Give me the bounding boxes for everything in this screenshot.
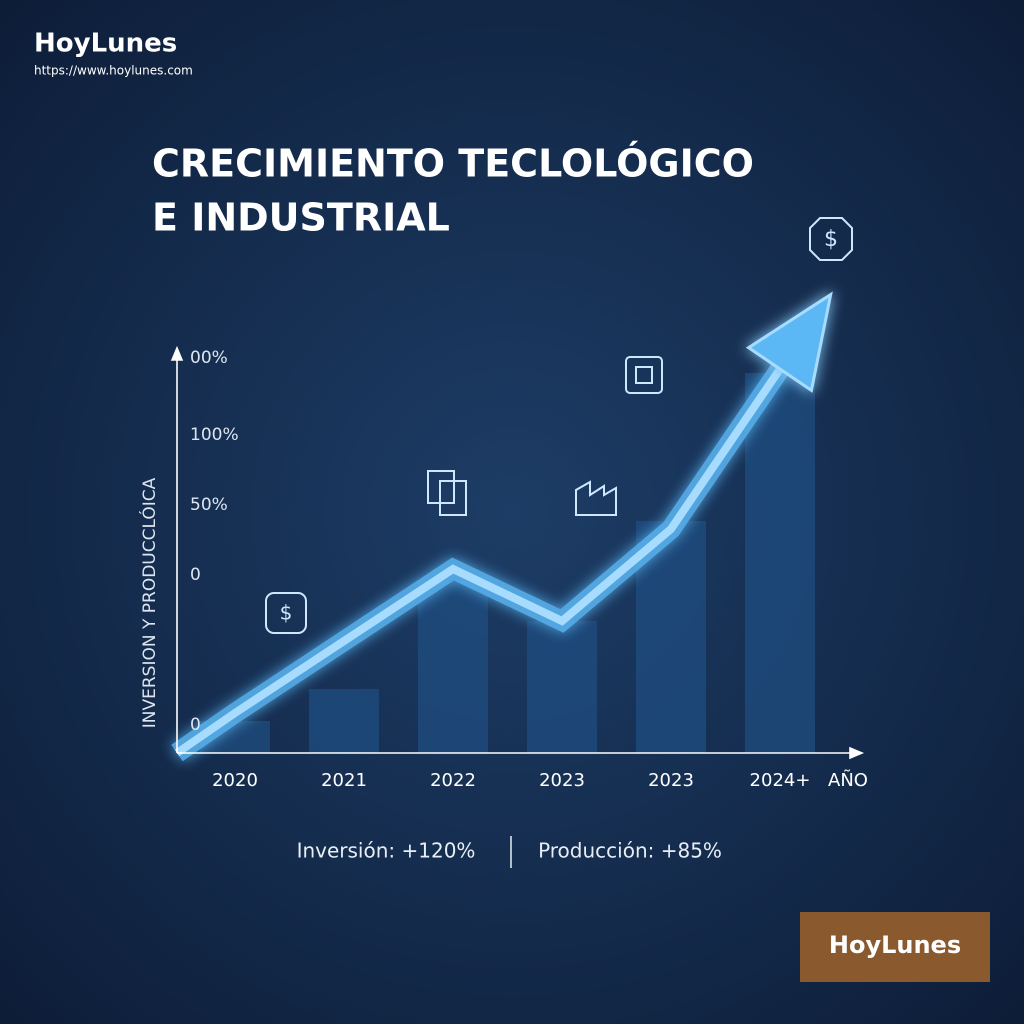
bar [309, 689, 379, 753]
svg-text:$: $ [824, 227, 838, 252]
y-label: 0 [190, 715, 201, 735]
trend-arrow [174, 366, 784, 757]
axes [170, 345, 865, 760]
bar [418, 581, 488, 753]
y-label: 50% [190, 495, 228, 515]
title-line: E INDUSTRIAL [152, 196, 450, 240]
svg-text:$: $ [280, 601, 293, 625]
x-tick-label: 2022 [430, 770, 476, 791]
y-label: 0 [190, 565, 201, 585]
x-tick-label: 2024+ [750, 770, 811, 791]
icon-chip [625, 356, 663, 394]
x-tick-label: 2023 [648, 770, 694, 791]
x-tick-label: 2023 [539, 770, 585, 791]
icon-money [809, 217, 853, 261]
plot [171, 291, 833, 762]
brand-url: https://www.hoylunes.com [34, 64, 193, 78]
icon-chip [635, 366, 653, 384]
summary-item: Producción: +85% [538, 839, 722, 863]
summary-item: Inversión: +120% [297, 839, 476, 863]
y-label: 100% [190, 425, 239, 445]
badge-text: HoyLunes [829, 931, 961, 959]
y-label: 00% [190, 348, 228, 368]
arrow-head [745, 291, 833, 393]
x-tick-label: 2021 [321, 770, 367, 791]
badge: HoyLunes [800, 912, 990, 982]
bar [527, 621, 597, 753]
x-tick-label: 2020 [212, 770, 258, 791]
icons: $ $ [265, 217, 853, 634]
x-axis-title: AÑO [828, 769, 868, 791]
brand-name: HoyLunes [34, 29, 177, 59]
badge-bg [800, 912, 990, 982]
y-axis-title: INVERSION Y PRODUCCLÓICA [138, 477, 160, 728]
y-axis-arrow [170, 345, 184, 361]
title-line: CRECIMIENTO TECLOLÓGICO [152, 142, 754, 186]
bar [745, 373, 815, 753]
icon-factory [575, 480, 617, 516]
x-axis-arrow [849, 746, 865, 760]
icon-money [265, 592, 307, 634]
icon-document [439, 480, 467, 516]
